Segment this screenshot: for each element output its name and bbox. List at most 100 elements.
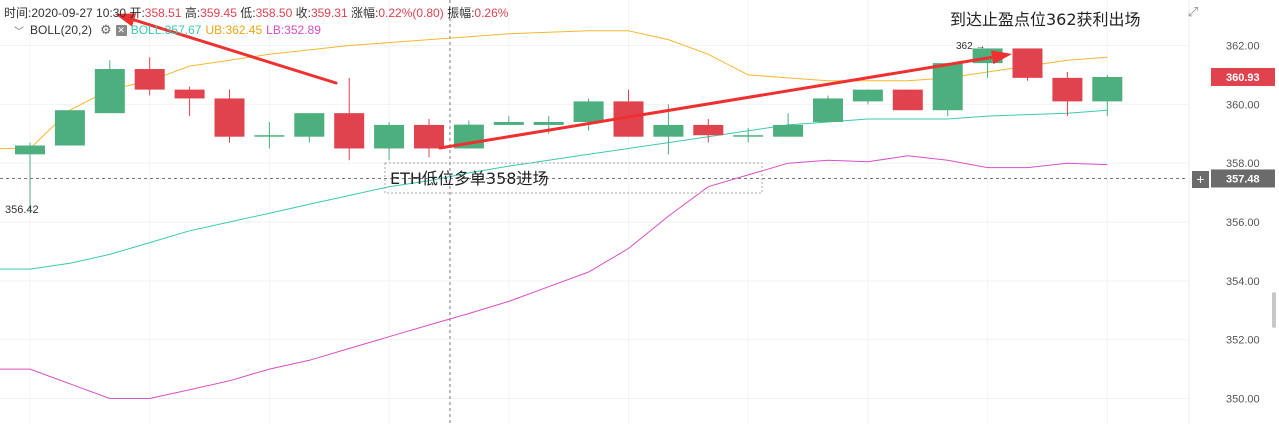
amplitude-value: 0.26% bbox=[474, 6, 509, 20]
candle bbox=[613, 89, 644, 137]
arrow-shaft bbox=[132, 18, 338, 85]
plus-icon[interactable]: + bbox=[1192, 171, 1209, 188]
candle-body bbox=[294, 113, 325, 137]
candle-body bbox=[1012, 48, 1043, 78]
arrow-head bbox=[115, 13, 137, 27]
expand-icon[interactable]: ⤢ bbox=[1187, 4, 1199, 19]
close-icon[interactable]: ✕ bbox=[115, 24, 127, 36]
y-tick-label: 358.00 bbox=[1226, 158, 1260, 170]
candle bbox=[693, 119, 724, 143]
candle bbox=[733, 127, 764, 143]
boll-mid-line bbox=[0, 109, 1108, 270]
candle-body bbox=[214, 98, 245, 137]
candle-body bbox=[693, 124, 724, 136]
candle bbox=[1092, 74, 1123, 117]
arrow-head bbox=[991, 50, 1012, 65]
bollinger-bands bbox=[0, 30, 1108, 399]
candle-body bbox=[533, 121, 564, 125]
candle-body bbox=[773, 124, 804, 137]
candle-body bbox=[1052, 77, 1083, 102]
entry-annotation-box bbox=[384, 162, 763, 194]
candle-body bbox=[54, 110, 85, 146]
chevron-down-icon[interactable]: ﹀ bbox=[14, 26, 24, 38]
grid-lines bbox=[0, 0, 1188, 424]
close-label: 收: bbox=[295, 6, 311, 20]
candle bbox=[54, 110, 85, 146]
min-price-marker: 356.42 bbox=[5, 204, 39, 216]
take-profit-annotation: 到达止盈点位362获利出场 bbox=[950, 10, 1141, 29]
candle-body bbox=[493, 121, 524, 125]
candle-body bbox=[374, 124, 405, 149]
lower-band-line bbox=[0, 155, 1108, 399]
candle-body bbox=[932, 63, 963, 111]
candle bbox=[254, 121, 285, 149]
amplitude-label: 振幅: bbox=[447, 6, 475, 20]
y-tick-label: 360.00 bbox=[1226, 99, 1260, 111]
candle-body bbox=[334, 113, 365, 149]
price-scrollbar[interactable] bbox=[1272, 292, 1276, 328]
candle bbox=[294, 113, 325, 143]
high-label: 高: bbox=[184, 6, 201, 20]
time-value: 2020-09-27 10:30 bbox=[31, 6, 127, 20]
candle bbox=[134, 57, 165, 96]
crosshair-price-label: 357.48 bbox=[1226, 173, 1260, 185]
candle bbox=[813, 95, 843, 122]
candle bbox=[932, 63, 963, 117]
candle-body bbox=[174, 89, 205, 99]
candle bbox=[852, 89, 883, 105]
entry-annotation: ETH低位多单358进场 bbox=[390, 169, 548, 188]
candle-body bbox=[254, 135, 285, 137]
candle-body bbox=[15, 145, 45, 155]
ohlc-info-bar: 时间:2020-09-27 10:30 开:358.51 高:359.45 低:… bbox=[4, 4, 508, 21]
candle bbox=[414, 119, 444, 158]
candle-body bbox=[813, 98, 843, 122]
open-value: 358.51 bbox=[144, 6, 182, 20]
peak-price-marker: 362 → bbox=[956, 41, 985, 52]
boll-mid-value: BOLL:357.67 bbox=[130, 23, 202, 37]
candle-body bbox=[892, 89, 923, 111]
low-label: 低: bbox=[240, 6, 256, 20]
current-price-label: 360.93 bbox=[1226, 72, 1260, 84]
candle bbox=[1052, 71, 1083, 117]
high-value: 359.45 bbox=[200, 6, 237, 20]
lower-band-value: LB:352.89 bbox=[266, 23, 321, 37]
candle-body bbox=[1092, 76, 1123, 102]
upper-band-value: UB:362.45 bbox=[205, 23, 263, 37]
gear-icon[interactable]: ⚙ bbox=[100, 22, 112, 37]
candle-body bbox=[852, 89, 883, 102]
y-tick-label: 352.00 bbox=[1226, 335, 1260, 347]
candle bbox=[493, 116, 524, 125]
y-tick-label: 354.00 bbox=[1226, 276, 1260, 288]
candle bbox=[892, 89, 923, 111]
indicator-legend: ﹀ BOLL(20,2) ⚙ ✕ BOLL:357.67 UB:362.45 L… bbox=[14, 22, 321, 38]
candle-body bbox=[134, 69, 165, 90]
current-price-box bbox=[1211, 67, 1275, 86]
red-arrow-to-target bbox=[438, 50, 1012, 150]
open-label: 开: bbox=[129, 6, 145, 20]
candle bbox=[773, 113, 804, 137]
candle-body bbox=[653, 124, 684, 137]
y-tick-label: 350.00 bbox=[1226, 394, 1260, 406]
upper-band-line bbox=[0, 30, 1108, 149]
candle bbox=[334, 77, 365, 161]
low-value: 358.50 bbox=[255, 6, 293, 20]
candle bbox=[94, 60, 125, 114]
candle-body bbox=[733, 135, 764, 137]
candle-body bbox=[94, 69, 125, 114]
indicator-name: BOLL(20,2) bbox=[30, 23, 93, 37]
arrow-shaft bbox=[438, 55, 994, 150]
time-label: 时间: bbox=[4, 6, 32, 20]
y-tick-label: 362.00 bbox=[1226, 41, 1260, 53]
candle-body bbox=[573, 101, 604, 122]
annotations: 356.42 362 → 到达止盈点位362获利出场 ETH低位多单358进场 bbox=[5, 10, 1141, 216]
candles bbox=[15, 48, 1123, 211]
y-tick-label: 356.00 bbox=[1226, 217, 1260, 229]
red-arrow-to-time bbox=[115, 13, 338, 85]
candle bbox=[573, 98, 604, 131]
candle-body bbox=[414, 124, 444, 149]
candle bbox=[653, 104, 684, 155]
close-value: 359.31 bbox=[310, 6, 348, 20]
candle bbox=[174, 86, 205, 117]
change-value: 0.22%(0.80) bbox=[378, 6, 444, 20]
